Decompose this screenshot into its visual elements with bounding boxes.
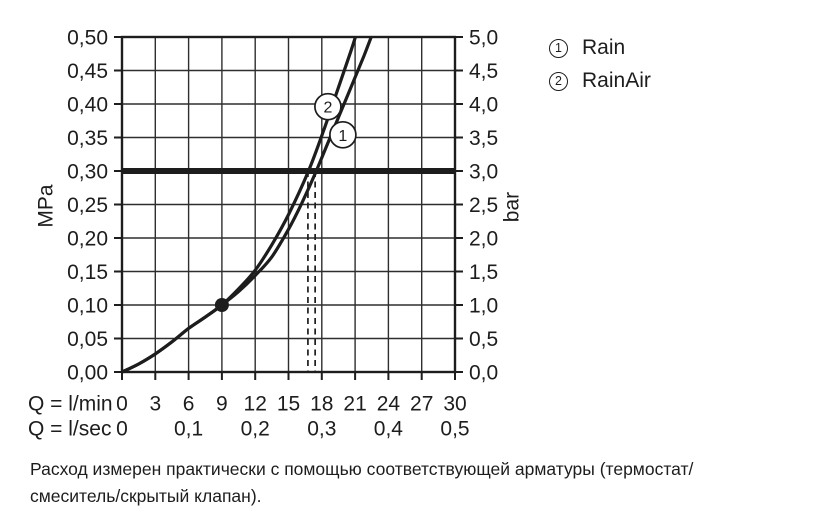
- x-tick-label: 0,1: [174, 418, 203, 441]
- y-right-tick-label: 4,5: [469, 60, 498, 83]
- y-right-tick-label: 2,5: [469, 194, 498, 217]
- y-left-tick-label: 0,10: [67, 295, 108, 318]
- x-axis-row-label: Q = l/sec: [28, 418, 111, 441]
- y-left-tick-label: 0,15: [67, 261, 108, 284]
- legend-marker-1-icon: 1: [549, 38, 568, 58]
- x-tick-label: 0,2: [241, 418, 270, 441]
- x-tick-label: 21: [343, 393, 366, 416]
- plot-border: [120, 35, 457, 374]
- y-right-tick-label: 2,0: [469, 228, 498, 251]
- x-tick-label: 0,3: [307, 418, 336, 441]
- legend-label-rain: Rain: [582, 36, 626, 59]
- y-left-tick-label: 0,40: [67, 94, 108, 117]
- x-tick-label: 9: [216, 393, 228, 416]
- caption-line-1: Расход измерен практически с помощью соо…: [30, 459, 694, 479]
- y-right-tick-label: 3,5: [469, 127, 498, 150]
- x-tick-label: 0: [116, 418, 128, 441]
- x-tick-label: 27: [410, 393, 433, 416]
- x-tick-label: 0,4: [374, 418, 404, 441]
- y-left-tick-label: 0,50: [67, 27, 108, 50]
- y-left-tick-label: 0,20: [67, 228, 108, 251]
- x-axis-row-label: Q = l/min: [28, 393, 113, 416]
- x-tick-label: 15: [277, 393, 300, 416]
- legend-item-rain: 1 Rain: [549, 36, 651, 60]
- y-right-tick-label: 1,0: [469, 295, 498, 318]
- y-left-tick-label: 0,45: [67, 60, 108, 83]
- chart-legend: 1 Rain 2 RainAir: [549, 36, 651, 102]
- curve-label-number-1: 1: [338, 128, 347, 145]
- y-right-tick-label: 3,0: [469, 161, 498, 184]
- y-left-tick-label: 0,30: [67, 161, 108, 184]
- x-tick-label: 0: [116, 393, 128, 416]
- x-tick-label: 6: [183, 393, 195, 416]
- y-left-tick-label: 0,35: [67, 127, 108, 150]
- curve-rain: [121, 37, 373, 374]
- y-right-tick-label: 5,0: [469, 27, 498, 50]
- x-tick-label: 3: [149, 393, 161, 416]
- y-left-axis-unit: MPa: [35, 184, 58, 228]
- legend-label-rainair: RainAir: [582, 69, 651, 92]
- y-right-tick-label: 1,5: [469, 261, 498, 284]
- x-tick-label: 18: [310, 393, 333, 416]
- legend-item-rainair: 2 RainAir: [549, 69, 651, 93]
- flow-pressure-chart: 0,00 0,00,05 0,50,10 1,00,15 1,50,20 2,00,25 2…: [28, 27, 524, 441]
- y-left-tick-label: 0,00: [67, 362, 108, 385]
- curve-label-circle-1: [329, 120, 357, 149]
- y-right-tick-label: 4,0: [469, 94, 498, 117]
- x-tick-label: 24: [377, 393, 401, 416]
- y-left-tick-label: 0,25: [67, 194, 108, 217]
- y-left-tick-label: 0,05: [67, 328, 108, 351]
- legend-marker-2-icon: 2: [549, 71, 568, 91]
- x-tick-label: 0,5: [440, 418, 469, 441]
- caption-line-2: смеситель/скрытый клапан).: [30, 486, 262, 506]
- y-right-axis-unit: bar: [501, 192, 524, 222]
- caption: Расход измерен практически с помощью соо…: [30, 456, 790, 510]
- y-right-tick-label: 0,5: [469, 328, 498, 351]
- y-right-tick-label: 0,0: [469, 362, 498, 385]
- curve-label-number-2: 2: [323, 100, 332, 117]
- x-tick-label: 30: [443, 393, 466, 416]
- curve-dot-marker: [214, 298, 229, 312]
- curve-rainair: [121, 37, 358, 374]
- curve-label-circle-2: [314, 92, 342, 121]
- x-tick-label: 12: [244, 393, 267, 416]
